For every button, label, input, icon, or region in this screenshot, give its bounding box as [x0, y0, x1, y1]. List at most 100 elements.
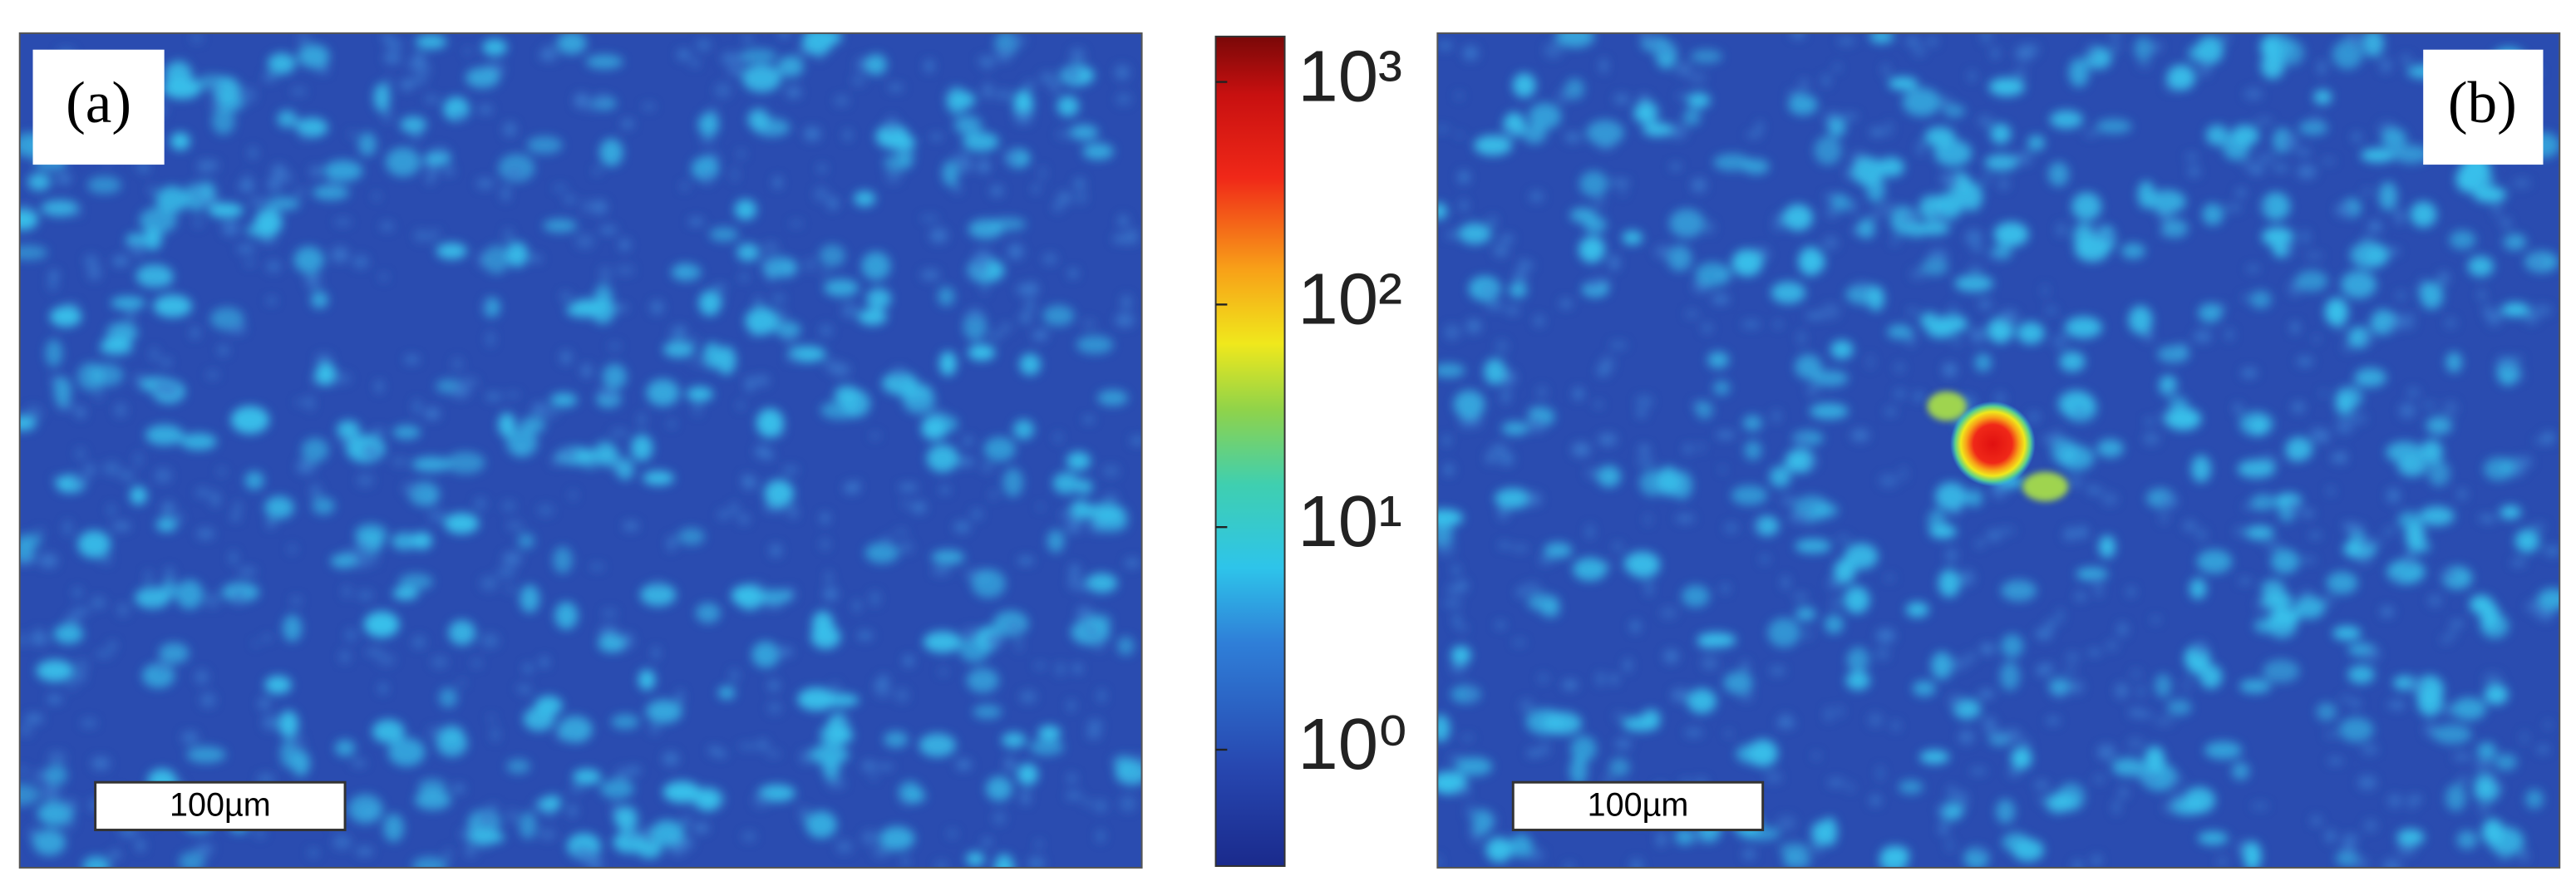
speckle — [1756, 121, 1764, 134]
speckle — [1905, 602, 1929, 618]
speckle — [2348, 413, 2367, 424]
tick-label: 10³ — [1298, 37, 1402, 117]
speckle — [1598, 433, 1618, 446]
speckle — [244, 470, 264, 490]
speckle — [674, 325, 687, 339]
speckle — [1493, 244, 1510, 258]
speckle — [53, 623, 84, 644]
speckle — [2249, 290, 2272, 309]
speckle — [1909, 268, 1926, 280]
speckle — [375, 379, 383, 394]
speckle — [767, 679, 781, 692]
speckle — [2145, 417, 2155, 426]
speckle — [1654, 245, 1671, 258]
speckle — [810, 624, 841, 649]
speckle — [667, 420, 676, 428]
speckle — [401, 482, 420, 495]
speckle — [841, 303, 859, 319]
speckle — [347, 130, 358, 138]
speckle — [884, 534, 891, 549]
speckle — [621, 118, 634, 130]
speckle — [32, 628, 45, 640]
speckle — [1485, 301, 1505, 311]
speckle — [752, 792, 770, 809]
speckle — [2406, 387, 2421, 397]
speckle — [885, 135, 916, 150]
speckle — [2290, 321, 2300, 335]
speckle — [2198, 303, 2223, 323]
speckle — [2076, 525, 2089, 539]
speckle — [2332, 626, 2362, 641]
speckle — [2087, 485, 2096, 492]
speckle — [1018, 311, 1033, 324]
speckle — [580, 363, 593, 378]
speckle — [1774, 320, 1782, 329]
speckle — [1042, 253, 1058, 265]
speckle — [2001, 633, 2024, 658]
speckle — [677, 528, 705, 546]
speckle — [766, 750, 781, 758]
speckle — [763, 241, 779, 253]
speckle — [2313, 89, 2332, 105]
speckle — [1064, 68, 1081, 81]
speckle — [2092, 774, 2106, 785]
speckle — [2525, 789, 2544, 810]
speckle — [1978, 689, 1995, 699]
speckle — [210, 98, 222, 111]
speckle — [559, 350, 573, 365]
speckle — [2267, 611, 2298, 638]
speckle — [1891, 720, 1901, 731]
speckle — [431, 656, 449, 669]
speckle — [1635, 395, 1654, 408]
speckle — [1512, 638, 1526, 647]
speckle — [73, 204, 82, 218]
speckle — [649, 723, 660, 735]
speckle — [776, 321, 801, 339]
speckle — [2126, 586, 2136, 598]
speckle — [872, 846, 890, 858]
speckle — [567, 804, 578, 818]
speckle — [2364, 647, 2381, 662]
speckle — [2342, 839, 2355, 857]
speckle — [2111, 42, 2120, 53]
speckle — [1663, 648, 1679, 664]
speckle — [2363, 819, 2378, 832]
speckle — [170, 132, 190, 150]
speckle — [853, 480, 861, 488]
speckle — [1824, 614, 1844, 634]
speckle — [504, 166, 525, 180]
speckle — [259, 237, 277, 244]
speckle — [267, 177, 282, 192]
speckle — [994, 854, 1014, 868]
speckle — [777, 32, 791, 39]
speckle — [195, 843, 214, 854]
speckle — [778, 308, 786, 324]
speckle — [2467, 255, 2494, 277]
speckle — [1846, 782, 1854, 793]
tick-label: 10⁰ — [1298, 704, 1407, 785]
speckle — [1525, 708, 1565, 736]
speckle — [77, 530, 111, 559]
speckle — [126, 309, 136, 322]
speckle — [2315, 429, 2330, 444]
speckle — [2324, 731, 2338, 739]
speckle — [1888, 76, 1918, 91]
speckle — [823, 587, 839, 602]
speckle — [45, 338, 63, 367]
speckle — [533, 802, 544, 811]
speckle — [1807, 457, 1818, 467]
speckle — [617, 805, 639, 834]
speckle — [800, 750, 813, 765]
speckle — [2048, 677, 2071, 695]
speckle — [165, 566, 175, 583]
speckle — [278, 711, 299, 738]
speckle — [716, 346, 736, 375]
speckle — [1978, 298, 1992, 310]
speckle — [229, 550, 238, 565]
speckle — [2449, 230, 2476, 250]
speckle — [1457, 170, 1470, 185]
speckle — [819, 323, 833, 337]
speckle — [1968, 265, 1982, 273]
speckle — [1788, 94, 1818, 116]
speckle — [830, 681, 840, 697]
